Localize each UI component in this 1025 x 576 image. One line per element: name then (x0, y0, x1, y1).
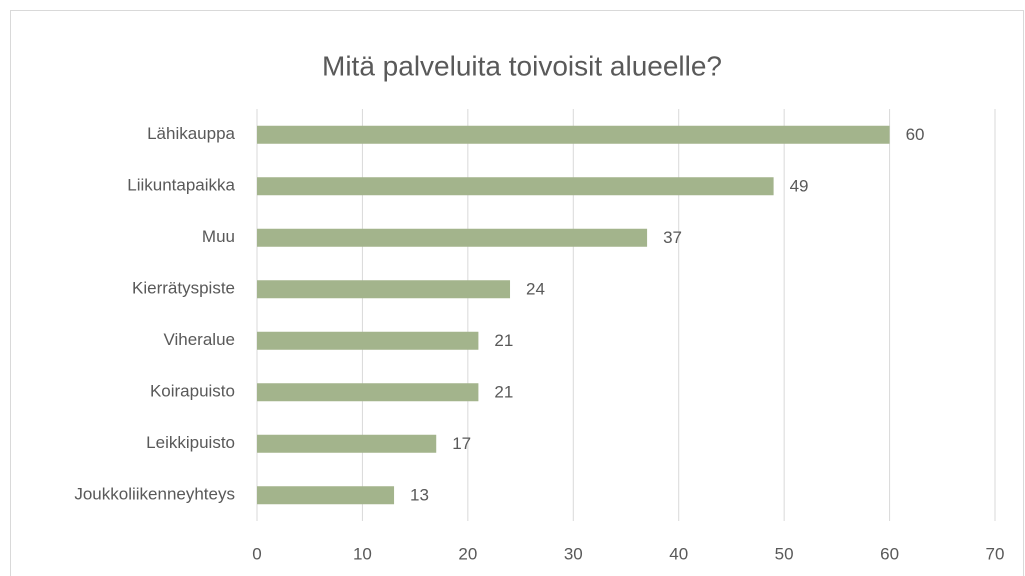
x-tick-label: 10 (353, 544, 372, 563)
data-label: 17 (452, 434, 471, 453)
bar (257, 383, 479, 402)
x-tick-label: 50 (775, 544, 794, 563)
x-tick-label: 0 (252, 544, 261, 563)
y-tick-label: Kierrätyspiste (132, 279, 235, 298)
bar (257, 434, 437, 453)
x-tick-label: 70 (986, 544, 1005, 563)
chart-title: Mitä palveluita toivoisit alueelle? (322, 50, 722, 81)
y-tick-label: Koirapuisto (150, 382, 235, 401)
data-label: 21 (494, 383, 513, 402)
y-tick-label: Liikuntapaikka (127, 176, 235, 195)
bar (257, 177, 774, 196)
y-tick-label: Viheralue (163, 330, 235, 349)
data-label: 60 (906, 125, 925, 144)
x-tick-label: 30 (564, 544, 583, 563)
x-tick-label: 20 (458, 544, 477, 563)
y-tick-label: Lähikauppa (147, 124, 235, 143)
data-label: 49 (790, 177, 809, 196)
x-tick-label: 40 (669, 544, 688, 563)
y-tick-label: Leikkipuisto (146, 433, 235, 452)
data-label: 21 (494, 331, 513, 350)
bar (257, 331, 479, 350)
x-tick-label: 60 (880, 544, 899, 563)
bar (257, 125, 890, 144)
bar (257, 280, 511, 299)
chart-frame (10, 10, 1024, 576)
data-label: 24 (526, 280, 545, 299)
data-label: 37 (663, 228, 682, 247)
y-tick-label: Muu (202, 227, 235, 246)
bar (257, 486, 395, 505)
y-tick-label: Joukkoliikenneyhteys (74, 485, 235, 504)
data-label: 13 (410, 486, 429, 505)
bar (257, 228, 648, 247)
